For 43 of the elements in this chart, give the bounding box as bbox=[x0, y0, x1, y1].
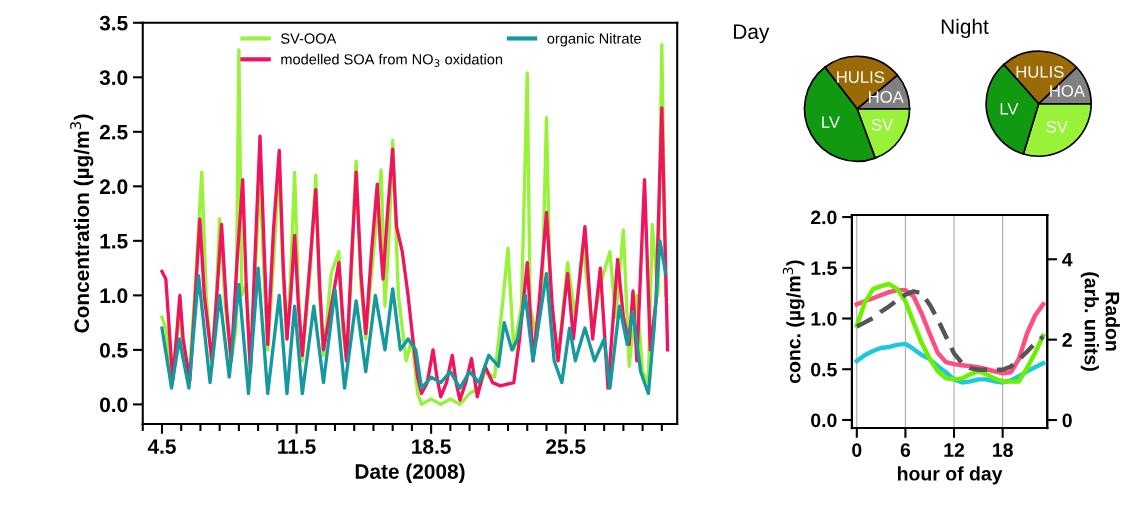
slice-label: HULIS bbox=[1016, 65, 1064, 78]
y-axis-title: conc. (µg/m$^{3}$) bbox=[782, 260, 805, 384]
x-tick-label: 25.5 bbox=[546, 439, 586, 454]
y2-axis-title: Radon (arb. units) bbox=[1080, 272, 1120, 371]
slice-label: HULIS bbox=[837, 71, 885, 83]
x-tick-label: 18 bbox=[993, 443, 1013, 457]
slice-label: SV bbox=[871, 118, 894, 131]
y-tick-label: 1.0 bbox=[100, 288, 128, 304]
y-tick-label: 3.0 bbox=[99, 70, 128, 86]
y2-tick-label: 4 bbox=[1062, 252, 1073, 267]
x-tick-label: 0 bbox=[852, 443, 862, 457]
slice-label: SV bbox=[1046, 120, 1068, 133]
y-tick-label: 0.5 bbox=[100, 342, 128, 358]
slice-label: LV bbox=[822, 116, 840, 128]
x-tick-label: 4.5 bbox=[147, 439, 176, 454]
slice-label: LV bbox=[1000, 103, 1019, 115]
y-tick-label: 0.0 bbox=[811, 413, 837, 428]
y-tick-label: 0.0 bbox=[100, 397, 128, 413]
y-tick-label: 1.5 bbox=[100, 234, 128, 249]
x-axis-title: Date (2008) bbox=[355, 463, 465, 484]
y-tick-label: 1.5 bbox=[811, 261, 837, 276]
line-series bbox=[160, 239, 668, 396]
chart-title: Night bbox=[941, 18, 989, 39]
x-tick-label: 11.5 bbox=[278, 439, 316, 454]
slice-label: HOA bbox=[869, 91, 904, 103]
y-tick-label: 0.5 bbox=[811, 362, 837, 377]
y-axis-title: Concentration (µg/m$^{3}$) bbox=[70, 114, 94, 333]
x-tick-label: 12 bbox=[944, 443, 965, 457]
y-tick-label: 1.0 bbox=[811, 311, 837, 326]
x-tick-label: 6 bbox=[900, 443, 911, 457]
y-tick-label: 2.0 bbox=[811, 210, 837, 225]
x-tick-label: 18.5 bbox=[412, 439, 451, 454]
y2-tick-label: 2 bbox=[1062, 333, 1072, 347]
chart-title: Day bbox=[734, 24, 770, 44]
y-tick-label: 2.0 bbox=[99, 179, 128, 195]
x-axis-title: hour of day bbox=[898, 466, 1003, 485]
y2-tick-label: 0 bbox=[1062, 413, 1072, 428]
y-tick-label: 2.5 bbox=[99, 124, 128, 140]
slice-label: HOA bbox=[1050, 85, 1085, 97]
legend-label: organic Nitrate bbox=[547, 32, 641, 47]
legend-label: SV-OOA bbox=[281, 33, 337, 44]
y-tick-label: 3.5 bbox=[99, 15, 128, 31]
legend-label: modelled SOA from NO$_{3}$ oxidation bbox=[281, 53, 503, 67]
